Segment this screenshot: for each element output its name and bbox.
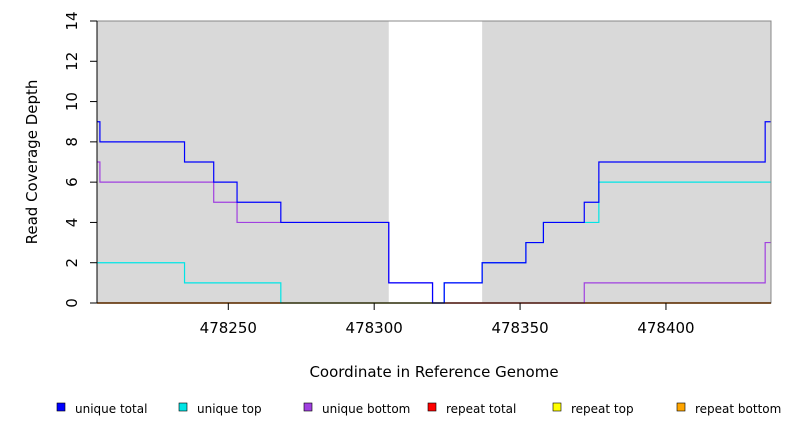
legend-label: unique top — [197, 402, 262, 416]
legend-label: unique total — [75, 402, 147, 416]
legend-swatch — [676, 402, 686, 412]
y-tick-label: 6 — [63, 177, 81, 187]
legend-swatch — [552, 402, 562, 412]
x-tick-label: 478400 — [637, 319, 694, 337]
y-tick-label: 4 — [63, 218, 81, 228]
legend-swatch — [56, 402, 66, 412]
y-axis-title: Read Coverage Depth — [23, 80, 41, 245]
legend-swatch — [178, 402, 188, 412]
x-tick-label: 478300 — [346, 319, 403, 337]
y-tick-label: 10 — [63, 92, 81, 111]
x-tick-label: 478250 — [200, 319, 257, 337]
y-tick-label: 2 — [63, 258, 81, 268]
legend-label: unique bottom — [322, 402, 410, 416]
y-tick-label: 12 — [63, 52, 81, 71]
legend-label: repeat total — [446, 402, 516, 416]
y-tick-label: 14 — [63, 11, 81, 30]
x-axis: 478250 478300 478350 478400 — [97, 302, 771, 337]
legend-swatch — [427, 402, 437, 412]
x-axis-title: Coordinate in Reference Genome — [309, 363, 558, 381]
legend-label: repeat top — [571, 402, 634, 416]
x-tick-label: 478350 — [491, 319, 548, 337]
legend-swatch — [303, 402, 313, 412]
legend: unique total unique top unique bottom repea… — [56, 402, 781, 416]
shaded-region-1 — [97, 21, 389, 303]
y-tick-label: 8 — [63, 137, 81, 147]
legend-label: repeat bottom — [695, 402, 781, 416]
y-tick-label: 0 — [63, 298, 81, 308]
y-axis: 0 2 4 6 8 10 12 14 — [63, 11, 98, 308]
